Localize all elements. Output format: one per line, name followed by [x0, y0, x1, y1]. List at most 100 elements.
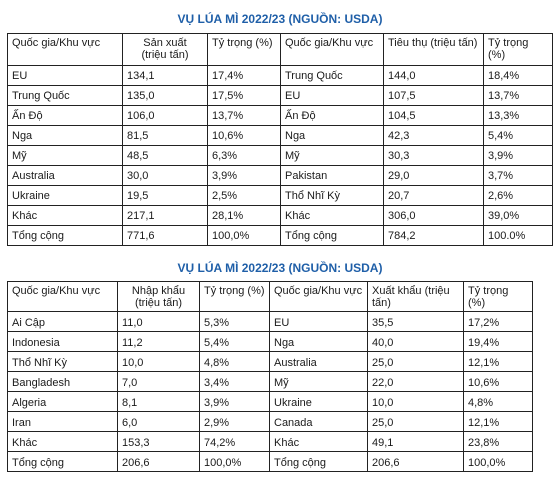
table-cell: 4,8% [463, 391, 533, 412]
import-export-table: Quốc gia/Khu vực Nhập khẩu (triệu tấn) Tỷ … [7, 281, 533, 472]
table-cell: Australia [269, 351, 368, 372]
table-row: Trung Quốc 135,0 17,5% EU 107,5 13,7% [7, 85, 553, 106]
table-cell: 10,6% [207, 125, 281, 146]
table-cell: Canada [269, 411, 368, 432]
table-cell: Bangladesh [7, 371, 118, 392]
table-cell: Trung Quốc [7, 85, 123, 106]
header-row: Quốc gia/Khu vực Sản xuất (triệu tấn) Tỷ t… [7, 33, 553, 66]
table-cell: 19,5 [122, 185, 208, 206]
table-cell: 29,0 [383, 165, 484, 186]
table-cell: Ukraine [7, 185, 123, 206]
table-row: Ai Cập 11,0 5,3% EU 35,5 17,2% [7, 311, 533, 332]
table-cell: 7,0 [117, 371, 200, 392]
table-cell: 25,0 [367, 351, 464, 372]
table-cell: Nga [280, 125, 384, 146]
column-header: Quốc gia/Khu vực [7, 33, 123, 66]
table-cell: 10,0 [367, 391, 464, 412]
table-cell: Mỹ [7, 145, 123, 166]
table-cell: 49,1 [367, 431, 464, 452]
table-cell: 6,3% [207, 145, 281, 166]
column-header: Quốc gia/Khu vực [7, 281, 118, 312]
table-cell: Mỹ [280, 145, 384, 166]
table-cell: Iran [7, 411, 118, 432]
table-cell: Tổng cộng [269, 451, 368, 472]
table-cell: 25,0 [367, 411, 464, 432]
table-cell: 771,6 [122, 225, 208, 246]
table-cell: Khác [7, 431, 118, 452]
table-cell: 12,1% [463, 351, 533, 372]
table-cell: 5,3% [199, 311, 270, 332]
table-cell: 784,2 [383, 225, 484, 246]
table-cell: 100,0% [199, 451, 270, 472]
table-cell: 81,5 [122, 125, 208, 146]
table-cell: 11,0 [117, 311, 200, 332]
table-cell: 17,5% [207, 85, 281, 106]
table1-title: VỤ LÚA MÌ 2022/23 (NGUỒN: USDA) [177, 12, 383, 26]
table-cell: 13,3% [483, 105, 553, 126]
table-cell: 19,4% [463, 331, 533, 352]
table-cell: 2,6% [483, 185, 553, 206]
table-row: Ukraine 19,5 2,5% Thổ Nhĩ Kỳ 20,7 2,6% [7, 185, 553, 206]
table-cell: 2,5% [207, 185, 281, 206]
table-cell: 30,3 [383, 145, 484, 166]
table-cell: 107,5 [383, 85, 484, 106]
table-cell: 12,1% [463, 411, 533, 432]
production-consumption-table: Quốc gia/Khu vực Sản xuất (triệu tấn) Tỷ t… [7, 33, 553, 246]
table-cell: 144,0 [383, 65, 484, 86]
table-cell: Mỹ [269, 371, 368, 392]
column-header: Tỷ trọng (%) [483, 33, 553, 66]
table-cell: 20,7 [383, 185, 484, 206]
column-header: Nhập khẩu (triệu tấn) [117, 281, 200, 312]
table-cell: 3,9% [483, 145, 553, 166]
table2-title: VỤ LÚA MÌ 2022/23 (NGUỒN: USDA) [177, 261, 383, 275]
table-cell: Khác [280, 205, 384, 226]
table-cell: Khác [269, 431, 368, 452]
table-cell: 13,7% [207, 105, 281, 126]
table-row: Iran 6,0 2,9% Canada 25,0 12,1% [7, 411, 533, 432]
column-header: Tỷ trọng (%) [199, 281, 270, 312]
column-header: Quốc gia/Khu vực [269, 281, 368, 312]
header-row: Quốc gia/Khu vực Nhập khẩu (triệu tấn) Tỷ … [7, 281, 533, 312]
table-row: Indonesia 11,2 5,4% Nga 40,0 19,4% [7, 331, 533, 352]
table-cell: 35,5 [367, 311, 464, 332]
table-cell: Algeria [7, 391, 118, 412]
table-row: Tổng cộng 771,6 100,0% Tổng cộng 784,2 100.0% [7, 225, 553, 246]
table-cell: Khác [7, 205, 123, 226]
table-cell: EU [280, 85, 384, 106]
table-cell: 104,5 [383, 105, 484, 126]
table-row: Thổ Nhĩ Kỳ 10,0 4,8% Australia 25,0 12,1% [7, 351, 533, 372]
column-header: Tỷ trọng (%) [463, 281, 533, 312]
table-cell: Trung Quốc [280, 65, 384, 86]
table-row: Khác 217,1 28,1% Khác 306,0 39,0% [7, 205, 553, 226]
table-cell: 206,6 [367, 451, 464, 472]
table-cell: 17,2% [463, 311, 533, 332]
table-row: Khác 153,3 74,2% Khác 49,1 23,8% [7, 431, 533, 452]
table-cell: 42,3 [383, 125, 484, 146]
table-cell: 17,4% [207, 65, 281, 86]
table-cell: 23,8% [463, 431, 533, 452]
table-cell: 74,2% [199, 431, 270, 452]
table-cell: 106,0 [122, 105, 208, 126]
table-row: Ấn Độ 106,0 13,7% Ấn Độ 104,5 13,3% [7, 105, 553, 126]
table-cell: 22,0 [367, 371, 464, 392]
column-header: Tiêu thụ (triệu tấn) [383, 33, 484, 66]
table-cell: 4,8% [199, 351, 270, 372]
column-header: Xuất khẩu (triệu tấn) [367, 281, 464, 312]
table-cell: 6,0 [117, 411, 200, 432]
table-cell: Ấn Độ [280, 105, 384, 126]
table-cell: 217,1 [122, 205, 208, 226]
table-row: Tổng cộng 206,6 100,0% Tổng cộng 206,6 100,0% [7, 451, 533, 472]
table-cell: Nga [7, 125, 123, 146]
table-cell: 2,9% [199, 411, 270, 432]
table-cell: 5,4% [199, 331, 270, 352]
table-cell: 135,0 [122, 85, 208, 106]
table-cell: Nga [269, 331, 368, 352]
table-cell: 134,1 [122, 65, 208, 86]
table-cell: EU [7, 65, 123, 86]
table-cell: 5,4% [483, 125, 553, 146]
table-cell: 13,7% [483, 85, 553, 106]
table-cell: 28,1% [207, 205, 281, 226]
table-cell: Pakistan [280, 165, 384, 186]
table-row: Nga 81,5 10,6% Nga 42,3 5,4% [7, 125, 553, 146]
column-header: Tỷ trọng (%) [207, 33, 281, 66]
